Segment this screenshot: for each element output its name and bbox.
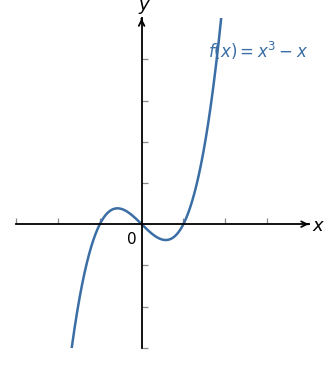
- Text: $f(x) = x^3 - x$: $f(x) = x^3 - x$: [208, 40, 308, 62]
- Text: x: x: [312, 217, 323, 235]
- Text: 0: 0: [127, 232, 136, 247]
- Text: y: y: [138, 0, 149, 14]
